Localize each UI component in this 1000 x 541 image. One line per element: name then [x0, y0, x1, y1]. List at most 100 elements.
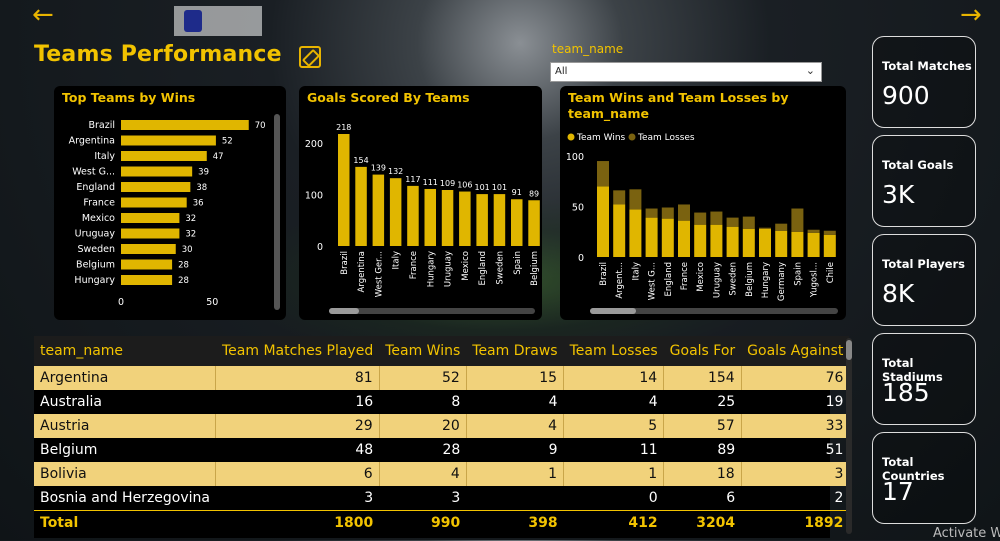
chart-scrollbar-thumb[interactable]	[590, 308, 636, 314]
total-cell: 3204	[663, 510, 742, 535]
table-cell: 16	[355, 394, 374, 410]
legend-marker-losses	[628, 133, 636, 141]
table-cell: 0	[648, 490, 658, 506]
table-cell: 20	[379, 414, 467, 438]
bar	[121, 151, 207, 161]
bar	[121, 135, 216, 146]
category-label: Argent...	[615, 262, 625, 299]
column-header[interactable]: Goals Against	[741, 336, 850, 366]
data-label: 89	[529, 189, 539, 198]
category-label: Uruguay	[712, 262, 722, 298]
category-label: Sweden	[495, 251, 505, 285]
kpi-value: 185	[882, 378, 930, 407]
table-scrollbar[interactable]	[846, 338, 852, 534]
data-label: 47	[213, 152, 224, 162]
legend-marker-wins	[567, 133, 575, 141]
category-label: Uruguay	[75, 229, 116, 240]
bar-losses	[645, 208, 658, 218]
team-stats-table[interactable]: team_name Team Matches Played Team Wins …	[34, 336, 850, 538]
table-row[interactable]: Belgium 48 28 9 11 89 51	[34, 438, 849, 462]
table-row[interactable]: Bosnia and Herzegovina 3 3 0 6 2	[34, 486, 849, 511]
goals-scored-chart[interactable]: Goals Scored By Teams 0 100 200 218 Brazil 15…	[299, 86, 542, 320]
column-header[interactable]: Goals For	[663, 336, 742, 366]
wins-losses-chart[interactable]: Team Wins and Team Losses by team_name T…	[560, 86, 846, 320]
total-cell: Total	[34, 510, 216, 535]
legend-label: Team Losses	[637, 133, 695, 143]
table-cell: 4	[466, 414, 565, 438]
table-cell: 5	[563, 414, 665, 438]
table-cell: 6	[726, 490, 736, 506]
column-header[interactable]: Team Matches Played	[215, 336, 380, 366]
data-label: 109	[440, 179, 455, 188]
column-header[interactable]: Team Draws	[466, 336, 564, 366]
bar-wins	[613, 204, 626, 257]
table-row[interactable]: Argentina 81 52 15 14 154 76	[34, 366, 850, 390]
table-cell: Argentina	[34, 366, 217, 390]
table-scrollbar-thumb[interactable]	[846, 340, 852, 360]
bar-wins	[645, 217, 658, 257]
category-label: Mexico	[696, 262, 706, 292]
team-name-dropdown[interactable]: All ⌄	[550, 62, 822, 82]
category-label: Mexico	[461, 251, 471, 281]
category-label: Uruguay	[444, 251, 454, 287]
back-arrow-icon[interactable]: ←	[32, 0, 54, 30]
bar	[528, 200, 540, 246]
bar	[459, 191, 471, 246]
category-label: Hungary	[426, 251, 436, 287]
table-cell: 9	[548, 442, 558, 458]
total-cell: 1892	[741, 510, 850, 535]
column-header[interactable]: team_name	[34, 336, 216, 366]
bar	[121, 259, 173, 270]
x-tick-label: 50	[206, 297, 218, 308]
bar-wins	[661, 218, 674, 257]
kpi-total-matches: Total Matches 900	[872, 36, 976, 128]
bar	[372, 174, 385, 246]
data-label: 39	[198, 168, 209, 178]
table-total-row: Total 1800 990 398 412 3204 1892	[34, 510, 850, 535]
table-cell: 33	[741, 414, 850, 438]
eraser-icon[interactable]	[299, 46, 321, 68]
x-tick-label: 0	[118, 297, 124, 308]
table-cell: 15	[466, 366, 565, 390]
table-row[interactable]: Austria 29 20 4 5 57 33	[34, 414, 850, 438]
chart-scrollbar[interactable]	[329, 308, 535, 314]
slicer-label: team_name	[552, 42, 624, 56]
bar	[121, 228, 180, 239]
table-cell: 3	[364, 490, 374, 506]
category-label: Brazil	[599, 262, 609, 286]
chart-scrollbar-thumb[interactable]	[329, 308, 359, 314]
table-cell: Austria	[34, 414, 217, 438]
chart-title: Team Wins and Team Losses by team_name	[568, 90, 789, 121]
chart-scrollbar[interactable]	[274, 114, 280, 310]
top-teams-chart[interactable]: Top Teams by Wins Brazil 70 Argentina 52 Ita…	[54, 86, 286, 320]
forward-arrow-icon[interactable]: →	[960, 0, 982, 30]
data-label: 132	[388, 167, 403, 176]
bar	[441, 190, 454, 246]
data-label: 91	[512, 188, 522, 197]
bar-wins	[629, 209, 642, 257]
table-row[interactable]: Bolivia 6 4 1 1 18 3	[34, 462, 850, 486]
kpi-label: Total Players	[882, 257, 966, 271]
column-header[interactable]: Team Wins	[379, 336, 467, 366]
column-header[interactable]: Team Losses	[563, 336, 664, 366]
table-cell: 25	[717, 394, 736, 410]
table-cell: 3	[741, 462, 850, 486]
category-label: England	[478, 251, 488, 286]
bar-wins	[807, 232, 820, 257]
table-row[interactable]: Australia 16 8 4 4 25 19	[34, 390, 849, 414]
table-cell: 6	[215, 462, 380, 486]
data-label: 139	[371, 164, 386, 173]
table-cell: 2	[834, 490, 844, 506]
table-cell: 28	[442, 442, 461, 458]
chart-scrollbar[interactable]	[590, 308, 838, 314]
y-tick-label: 0	[578, 253, 584, 264]
category-label: Sweden	[77, 244, 115, 255]
bar	[121, 120, 249, 130]
table-cell: Bolivia	[34, 462, 217, 486]
kpi-label: Total Goals	[882, 158, 954, 172]
category-label: Italy	[94, 151, 115, 162]
bar	[121, 182, 191, 192]
table-cell: Belgium	[40, 442, 98, 458]
data-label: 117	[405, 175, 420, 184]
total-cell: 1800	[215, 510, 380, 535]
